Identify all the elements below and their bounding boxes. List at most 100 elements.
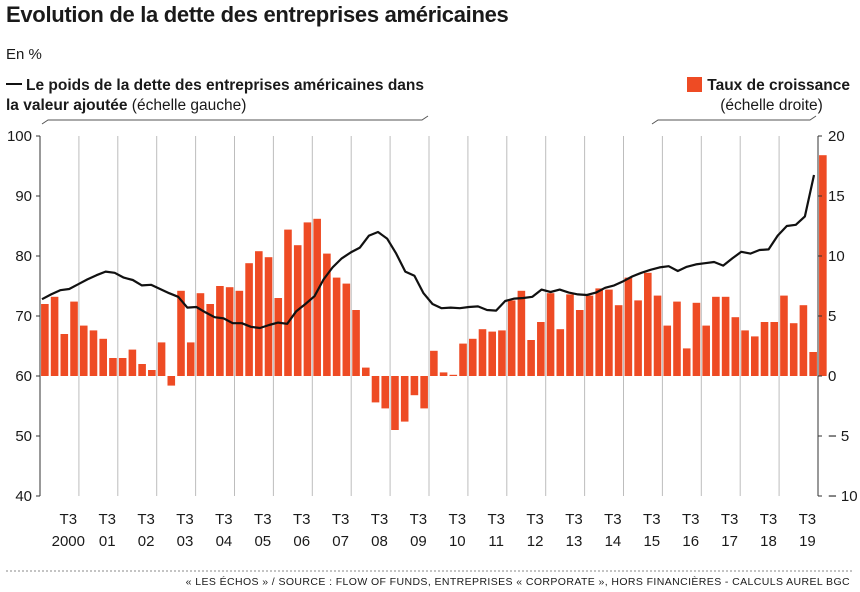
x-axis-tick-label: 06 [293,533,310,550]
bar [313,218,321,376]
legend-line-swatch [6,83,22,85]
x-axis-tick-label: T3 [487,511,505,528]
x-axis-tick-label: 13 [566,533,583,550]
x-axis-tick-label: 09 [410,533,427,550]
bar [449,374,458,376]
bar [50,296,59,376]
bar [721,296,730,376]
bar [789,323,798,376]
bar [167,376,176,386]
bar [731,317,740,376]
bar [225,287,234,376]
x-axis-tick-label: 01 [99,533,116,550]
bar [41,304,49,376]
bar [157,342,166,376]
bar [118,358,127,376]
x-axis-tick-label: 2000 [52,533,85,550]
bar [809,352,817,376]
x-axis-tick-label: T3 [526,511,544,528]
bar [517,290,526,376]
x-axis-tick-label: T3 [293,511,311,528]
x-axis-tick-label: T3 [60,511,78,528]
bar [410,376,419,396]
bar [70,301,78,376]
legend-bar-scale: (échelle droite) [720,97,823,114]
legend-line-scale: (échelle gauche) [131,97,247,114]
bar [138,364,146,376]
bar [255,251,263,376]
bar [420,376,428,409]
x-axis-tick-label: T3 [565,511,583,528]
bar [342,283,351,376]
bar [60,334,69,376]
x-axis-tick-label: T3 [643,511,661,528]
bar [692,302,701,376]
x-axis-tick-label: 19 [799,533,816,550]
legend-line-label: Le poids de la dette des entreprises amé… [6,77,424,114]
x-axis-tick-label: T3 [604,511,622,528]
bar [799,305,808,376]
legend-bar-bracket [651,115,817,125]
right-axis-tick-label: − 5 [828,428,849,445]
bar [673,301,681,376]
bar [361,367,370,376]
x-axis-tick-label: T3 [410,511,428,528]
bar [245,263,253,376]
bar [99,338,108,376]
bar [128,349,137,376]
bar [323,253,331,376]
bar [235,290,244,376]
left-axis-tick-label: 100 [7,128,32,145]
bar [653,295,662,376]
bar [498,330,506,376]
x-axis-tick-label: 17 [721,533,738,550]
bar [644,272,652,376]
bar [663,325,672,376]
bar [196,293,205,376]
x-axis-tick-label: 10 [449,533,466,550]
x-axis-tick-label: 18 [760,533,777,550]
legend-line-bracket [41,115,429,125]
x-axis-tick-label: 07 [332,533,349,550]
bar [89,330,98,376]
legend-line: Le poids de la dette des entreprises amé… [6,76,426,116]
left-axis-tick-label: 70 [15,308,32,325]
bar [537,322,545,376]
x-axis-tick-label: T3 [721,511,739,528]
bar [741,330,749,376]
left-axis-tick-label: 40 [15,488,32,505]
bar [391,376,399,430]
x-axis-tick-label: T3 [176,511,194,528]
bar [186,342,195,376]
bar [439,372,448,376]
bar [303,222,312,376]
bar [712,296,720,376]
left-axis-tick-label: 60 [15,368,32,385]
bar [488,331,497,376]
x-axis-tick-label: T3 [799,511,817,528]
right-axis-tick-label: 15 [828,188,845,205]
x-axis-tick-label: T3 [449,511,467,528]
x-axis-tick-label: 15 [643,533,660,550]
x-axis-tick-label: 05 [254,533,271,550]
x-axis-tick-label: T3 [332,511,350,528]
x-axis-tick-label: 02 [138,533,155,550]
bar [371,376,380,403]
bar [634,300,642,376]
bar [264,257,273,376]
bar [780,295,788,376]
bar [148,370,156,376]
right-axis-tick-label: 0 [828,368,836,385]
right-axis-tick-label: 10 [828,248,845,265]
legend-bar: Taux de croissance (échelle droite) [687,76,850,116]
bar [206,304,214,376]
bar [575,310,584,376]
chart-unit: En % [6,46,42,63]
bar [585,295,594,376]
bar [819,155,827,376]
x-axis-tick-label: 12 [527,533,544,550]
bar [332,277,341,376]
bar [566,294,574,376]
legend-bar-swatch [687,77,703,92]
